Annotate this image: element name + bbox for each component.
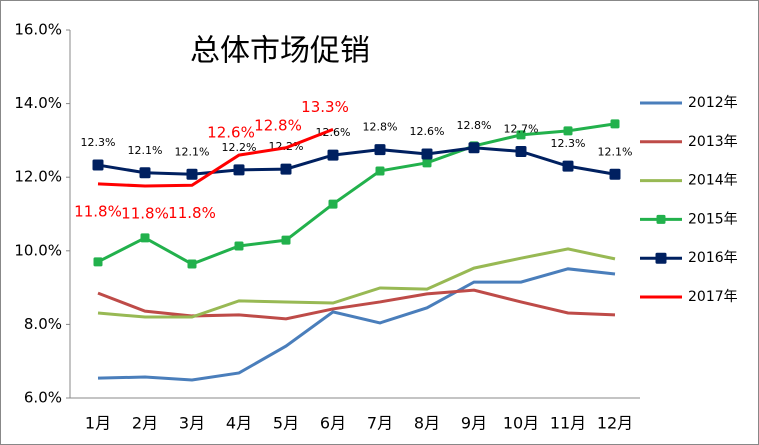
point-marker [187,259,197,269]
legend-label: 2016年 [688,250,738,266]
y-tick-label: 12.0% [14,168,62,186]
point-marker [375,166,385,176]
data-label: 12.6% [316,126,351,139]
point-marker [563,126,573,136]
x-tick-label: 12月 [597,414,633,433]
data-label: 12.6% [207,124,255,142]
y-tick-label: 14.0% [14,94,62,112]
data-label: 11.8% [121,205,169,223]
y-tick-label: 10.0% [14,241,62,259]
legend-label: 2014年 [688,173,738,189]
x-tick-label: 10月 [503,414,539,433]
data-label: 12.3% [551,137,586,150]
x-tick-label: 1月 [85,414,111,433]
point-marker [139,167,151,179]
point-marker [562,160,574,172]
legend-label: 2017年 [688,289,738,305]
legend-label: 2012年 [688,95,738,111]
point-marker [515,145,527,157]
point-marker [92,159,104,171]
point-marker [140,233,150,243]
legend-label: 2015年 [688,211,738,227]
point-marker [280,163,292,175]
data-label: 11.8% [168,204,216,222]
point-marker [609,168,621,180]
data-label: 12.3% [81,136,116,149]
data-label: 12.1% [175,145,210,158]
point-marker [234,241,244,251]
legend-label: 2013年 [688,134,738,150]
x-tick-label: 6月 [320,414,346,433]
point-marker [516,130,526,140]
data-label: 12.2% [222,141,257,154]
y-tick-label: 16.0% [14,21,62,39]
x-tick-label: 11月 [550,414,586,433]
point-marker [93,257,103,267]
x-tick-label: 9月 [461,414,487,433]
data-label: 12.8% [457,119,492,132]
point-marker [374,144,386,156]
point-marker [281,235,291,245]
data-label: 12.8% [254,116,302,134]
data-label: 12.8% [363,121,398,134]
series-line [97,146,616,176]
point-marker [327,149,339,161]
point-marker [610,119,620,129]
y-tick-label: 8.0% [24,315,62,333]
data-label: 13.3% [301,98,349,116]
point-marker [421,148,433,160]
series-line [97,288,616,321]
data-label: 12.1% [598,145,633,158]
data-label: 12.6% [410,125,445,138]
point-marker [468,142,480,154]
x-tick-label: 8月 [414,414,440,433]
x-tick-label: 3月 [179,414,205,433]
x-tick-label: 2月 [132,414,158,433]
data-label: 12.1% [128,144,163,157]
chart-title: 总体市场促销 [190,34,370,69]
point-marker [233,164,245,176]
legend-marker [655,252,667,264]
series-line [97,267,616,382]
point-marker [186,168,198,180]
series-line [97,247,616,319]
x-tick-label: 4月 [226,414,252,433]
point-marker [328,199,338,209]
data-label: 12.7% [504,122,539,135]
legend-marker [656,214,666,224]
data-label: 11.8% [74,202,122,220]
y-tick-label: 6.0% [24,389,62,407]
series-line [97,122,616,266]
series-line [97,127,334,188]
point-marker [422,158,432,168]
x-tick-label: 5月 [273,414,299,433]
x-tick-label: 7月 [367,414,393,433]
